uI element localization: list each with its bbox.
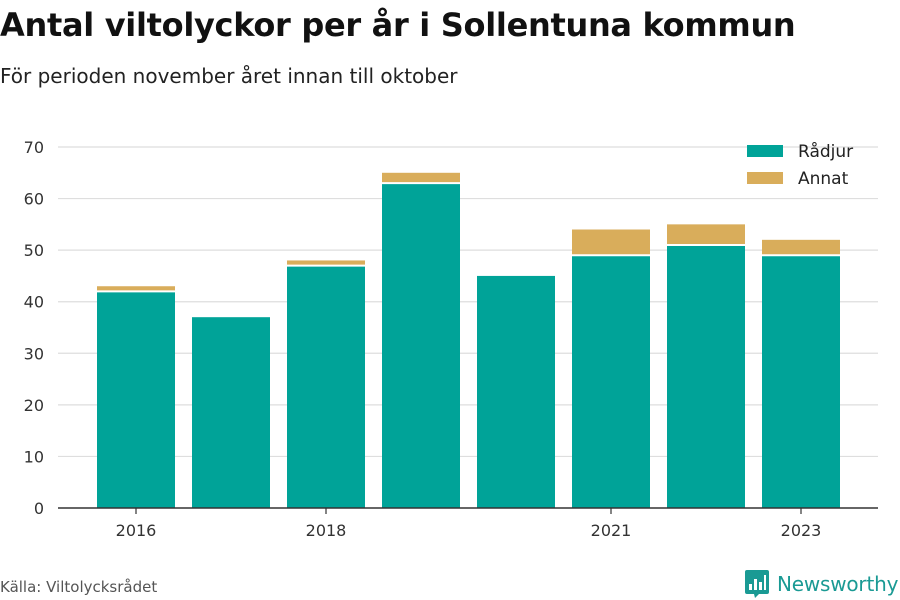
bar-chart-logo-icon (745, 570, 769, 598)
y-tick-label: 60 (24, 190, 44, 209)
x-tick-label: 2016 (116, 521, 157, 540)
bar-Annat-2018 (287, 260, 365, 266)
grid-lines (58, 146, 878, 458)
chart-subtitle: För perioden november året innan till ok… (0, 64, 458, 88)
bar-Rådjur-2020 (477, 275, 555, 508)
x-tick-label: 2023 (781, 521, 822, 540)
legend: Rådjur Annat (747, 141, 853, 189)
bar-Rådjur-2021 (572, 255, 650, 508)
legend-swatch-Annat (747, 172, 783, 184)
y-tick-label: 50 (24, 241, 44, 260)
y-tick-label: 0 (34, 499, 44, 518)
bars (97, 172, 840, 508)
x-tick-label: 2021 (591, 521, 632, 540)
bar-Annat-2021 (572, 229, 650, 256)
bar-Annat-2019 (382, 172, 460, 184)
bar-Annat-2023 (762, 239, 840, 256)
x-tick-label: 2018 (306, 521, 347, 540)
x-axis-ticks: 2016 2018 2021 2023 (116, 508, 822, 540)
bar-Rådjur-2016 (97, 291, 175, 508)
y-tick-label: 40 (24, 293, 44, 312)
brand-logo[interactable]: Newsworthy (744, 568, 898, 600)
bar-Rådjur-2019 (382, 183, 460, 508)
bar-Rådjur-2017 (192, 317, 270, 508)
legend-label: Annat (798, 169, 849, 189)
chart-title: Antal viltolyckor per år i Sollentuna ko… (0, 6, 796, 44)
bar-Rådjur-2023 (762, 255, 840, 508)
bar-Annat-2022 (667, 224, 745, 245)
y-tick-label: 20 (24, 396, 44, 415)
y-tick-label: 10 (24, 447, 44, 466)
y-tick-label: 30 (24, 344, 44, 363)
bar-Rådjur-2018 (287, 265, 365, 508)
bar-chart: 0 10 20 30 40 50 60 70 2016 2018 2021 2023 Rådjur A… (24, 138, 878, 540)
brand-name: Newsworthy (777, 572, 899, 596)
bar-Rådjur-2022 (667, 244, 745, 508)
legend-swatch-Rådjur (747, 145, 783, 157)
bar-Annat-2016 (97, 286, 175, 292)
source-note: Källa: Viltolycksrådet (0, 578, 158, 596)
legend-label: Rådjur (798, 141, 853, 162)
y-tick-label: 70 (24, 138, 44, 157)
y-axis-ticks: 0 10 20 30 40 50 60 70 (24, 138, 44, 518)
